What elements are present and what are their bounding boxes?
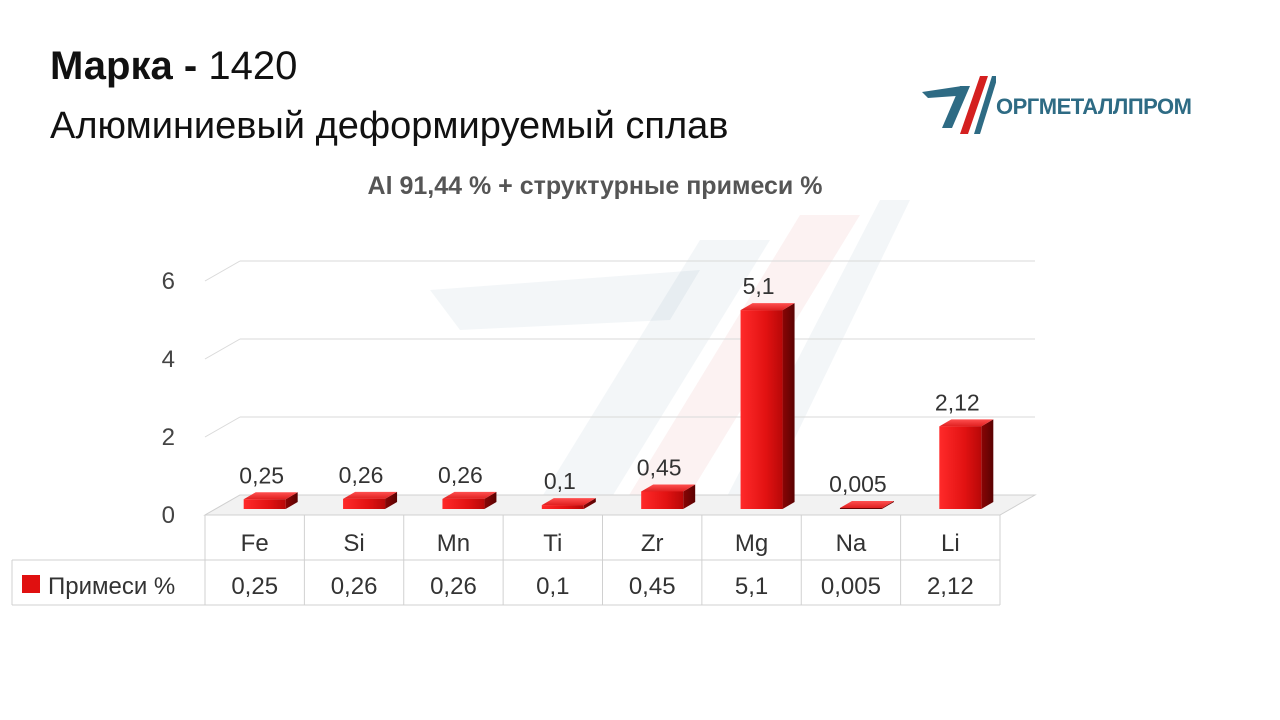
chart-title: Al 91,44 % + структурные примеси % — [367, 172, 823, 200]
watermark-shape — [540, 240, 770, 500]
y-tick-label: 6 — [162, 268, 175, 295]
page-subtitle: Алюминиевый деформируемый сплав — [50, 105, 729, 147]
bar — [740, 310, 783, 509]
bar-side — [881, 501, 894, 509]
table-value: 0,005 — [821, 573, 881, 600]
table-value: 0,26 — [331, 573, 378, 600]
y-tick-label: 0 — [162, 502, 175, 529]
logo-mark-icon — [922, 76, 998, 134]
data-label: 2,12 — [935, 389, 980, 415]
legend-series-name: Примеси % — [48, 573, 175, 600]
bar-side — [683, 484, 696, 509]
bar-side — [484, 491, 497, 509]
table-value: 5,1 — [735, 573, 768, 600]
data-label: 0,45 — [637, 454, 682, 480]
brand-label: Марка — [50, 44, 173, 88]
gridline-side — [204, 338, 241, 360]
logo-text: ОРГМЕТАЛЛПРОМ — [996, 94, 1192, 119]
data-label: 0,005 — [829, 471, 887, 497]
bar — [839, 508, 882, 509]
gridline-side — [204, 416, 241, 438]
bar-top — [442, 491, 497, 499]
grade-number: 1420 — [208, 44, 298, 88]
company-logo: ОРГМЕТАЛЛПРОМ — [920, 72, 1240, 142]
bar-side — [782, 303, 795, 509]
bar — [641, 491, 684, 509]
category-label: Li — [941, 530, 960, 557]
table-value: 0,45 — [629, 573, 676, 600]
table-value: 0,26 — [430, 573, 477, 600]
bar-top — [939, 419, 994, 427]
y-tick-label: 2 — [162, 424, 175, 451]
data-label: 0,26 — [339, 462, 384, 488]
chart-floor — [203, 494, 1037, 516]
data-label: 0,25 — [239, 462, 284, 488]
category-label: Zr — [641, 530, 664, 557]
bar — [541, 505, 584, 509]
y-tick-label: 4 — [162, 346, 175, 373]
bar — [939, 426, 982, 509]
bar — [243, 499, 286, 509]
title-separator: - — [183, 44, 198, 88]
bar-side — [385, 491, 398, 509]
watermark-shape — [430, 270, 700, 330]
table-value: 2,12 — [927, 573, 974, 600]
data-label: 0,26 — [438, 462, 483, 488]
gridline-side — [204, 260, 241, 282]
table-value: 0,25 — [231, 573, 278, 600]
category-label: Mn — [437, 530, 470, 557]
bar-side — [981, 419, 994, 509]
bar-side — [285, 492, 298, 509]
bar-top — [243, 492, 298, 500]
bar-top — [541, 498, 596, 506]
bar-top — [343, 491, 398, 499]
bar-side — [583, 498, 596, 509]
page-title: Марка - 1420 — [50, 40, 297, 92]
bar — [442, 498, 485, 509]
category-label: Mg — [735, 530, 768, 557]
legend-key — [22, 575, 40, 593]
bar-top — [740, 303, 795, 311]
bar-top — [641, 484, 696, 492]
category-label: Si — [343, 530, 364, 557]
table-value: 0,1 — [536, 573, 569, 600]
bar-top — [839, 501, 894, 508]
data-label: 0,1 — [544, 468, 576, 494]
category-label: Na — [836, 530, 867, 557]
bar — [343, 498, 386, 509]
category-label: Fe — [241, 530, 269, 557]
data-label: 5,1 — [743, 273, 775, 299]
watermark-shape — [620, 215, 860, 510]
category-label: Ti — [543, 530, 562, 557]
